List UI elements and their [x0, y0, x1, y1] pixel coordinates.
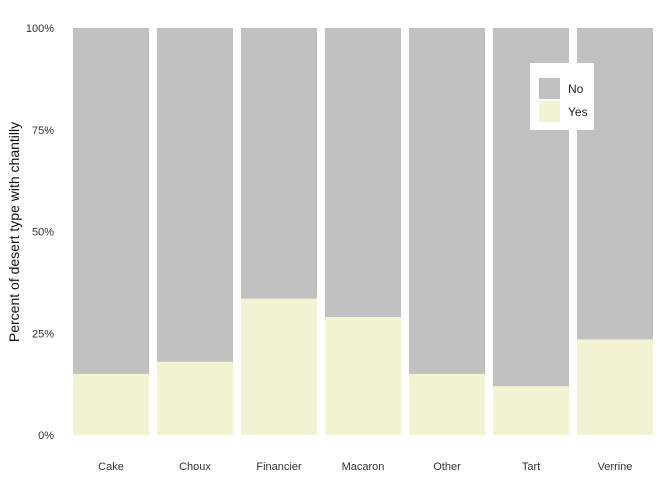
x-tick-label-other: Other [433, 461, 461, 473]
x-tick-label-choux: Choux [179, 461, 211, 473]
bar-macaron-yes [325, 316, 401, 435]
legend-swatch-yes [539, 101, 560, 122]
x-tick-label-financier: Financier [256, 461, 302, 473]
y-axis-ticks: 0% 25% 50% 75% 100% [26, 23, 54, 442]
bar-choux-yes [157, 361, 233, 435]
bar-macaron-no [325, 28, 401, 317]
bars-layer [73, 28, 653, 435]
x-tick-label-macaron: Macaron [342, 461, 385, 473]
y-tick-label: 0% [38, 430, 54, 442]
bar-choux-no [157, 28, 233, 362]
legend-label-yes: Yes [568, 105, 588, 119]
legend-label-no: No [568, 82, 584, 96]
y-tick-label: 75% [32, 125, 54, 137]
x-tick-label-cake: Cake [98, 461, 124, 473]
bar-other-no [409, 28, 485, 374]
y-tick-label: 100% [26, 23, 54, 35]
bar-other-yes [409, 373, 485, 435]
bar-cake-no [73, 28, 149, 374]
legend-swatch-no [539, 78, 560, 99]
bar-tart-yes [493, 386, 569, 435]
y-axis-label: Percent of desert type with chantilly [6, 122, 22, 342]
x-axis-ticks: Cake Choux Financier Macaron Other Tart Verrin… [98, 461, 632, 473]
bar-financier-no [241, 28, 317, 299]
y-tick-label: 25% [32, 328, 54, 340]
bar-financier-yes [241, 298, 317, 435]
bar-cake-yes [73, 373, 149, 435]
x-tick-label-tart: Tart [522, 461, 540, 473]
y-tick-label: 50% [32, 227, 54, 239]
bar-verrine-yes [577, 339, 653, 435]
legend: No Yes [530, 63, 594, 130]
x-tick-label-verrine: Verrine [598, 461, 633, 473]
